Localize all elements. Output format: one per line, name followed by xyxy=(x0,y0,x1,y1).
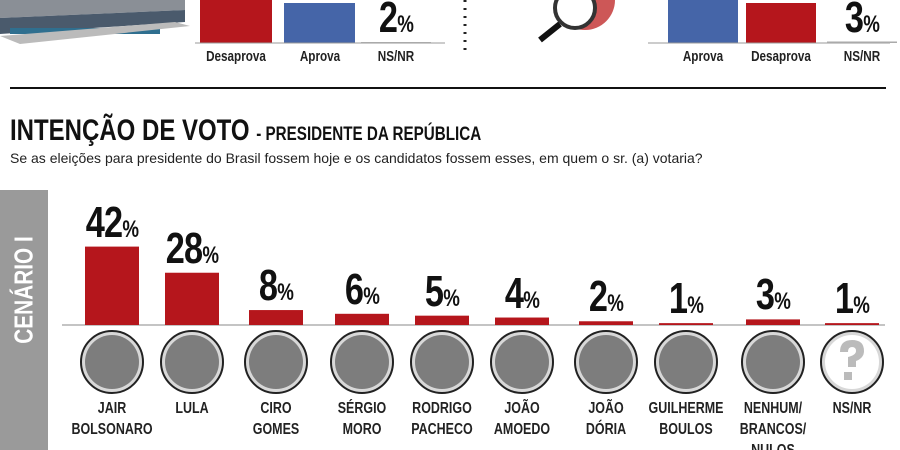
unit: % xyxy=(363,282,380,310)
value-label: 8% xyxy=(237,264,315,308)
avatar-photo xyxy=(415,335,469,389)
bar-decor xyxy=(746,3,816,43)
value: 2 xyxy=(588,272,608,322)
bar xyxy=(415,315,469,325)
category-label: SÉRGIO MORO xyxy=(337,400,387,438)
avatar-photo xyxy=(579,335,633,389)
value: 28 xyxy=(165,223,203,273)
avatar-photo xyxy=(249,335,303,389)
value-label: 6% xyxy=(323,264,401,314)
category-label: NS/NR xyxy=(832,400,872,417)
unit: % xyxy=(863,11,880,38)
congress-illustration xyxy=(0,0,190,44)
unit: % xyxy=(397,11,414,38)
scenario-label: CENÁRIO I xyxy=(8,236,39,344)
bar-decor xyxy=(284,3,355,43)
question-icon xyxy=(840,340,864,380)
value-label: 2% xyxy=(567,275,645,319)
unit: % xyxy=(122,215,139,243)
bar xyxy=(85,246,139,325)
value: 3 xyxy=(844,0,864,42)
category-label: JAIR BOLSONARO xyxy=(71,400,153,438)
ns-bar xyxy=(361,42,431,43)
bar xyxy=(335,313,389,325)
bar xyxy=(495,317,549,325)
value-label: 4% xyxy=(483,268,561,318)
avatar-photo xyxy=(165,335,219,389)
avatar-photo xyxy=(746,335,800,389)
avatar-photo xyxy=(85,335,139,389)
bar xyxy=(249,310,303,325)
value-label: 3% xyxy=(823,0,900,40)
category-label: Desaprova xyxy=(751,48,811,65)
question: Se as eleições para presidente do Brasil… xyxy=(10,150,703,166)
category-label: NS/NR xyxy=(377,48,415,65)
unit: % xyxy=(202,241,219,269)
value: 6 xyxy=(344,264,364,314)
value: 42 xyxy=(85,197,123,247)
category-label: RODRIGO PACHECO xyxy=(411,400,473,438)
category-label: Aprova xyxy=(299,48,341,65)
value-label: 42% xyxy=(73,197,151,247)
category-label: Desaprova xyxy=(206,48,266,65)
title-line: INTENÇÃO DE VOTO - PRESIDENTE DA REPÚBLI… xyxy=(10,114,481,148)
value: 2 xyxy=(378,0,398,42)
bar xyxy=(165,272,219,325)
category-label: JOÃO AMOEDO xyxy=(493,400,551,438)
value: 1 xyxy=(834,274,854,324)
value: 5 xyxy=(424,266,444,316)
unit: % xyxy=(607,290,624,318)
scenario-tab xyxy=(0,190,48,450)
value: 4 xyxy=(504,268,524,318)
unit: % xyxy=(443,284,460,312)
ns-bar xyxy=(827,41,897,43)
bar-decor xyxy=(668,0,738,43)
magnifier-icon xyxy=(538,0,615,43)
value-label: 3% xyxy=(734,273,812,317)
avatar-photo xyxy=(335,335,389,389)
chart-title: INTENÇÃO DE VOTO xyxy=(10,114,250,147)
avatar-photo xyxy=(659,335,713,389)
value: 8 xyxy=(258,261,278,311)
bar-decor xyxy=(200,0,272,43)
bar xyxy=(659,323,713,325)
category-label: LULA xyxy=(175,400,209,417)
avatar-photo xyxy=(495,335,549,389)
unit: % xyxy=(687,292,704,320)
value: 3 xyxy=(755,270,775,320)
unit: % xyxy=(523,286,540,314)
category-label: JOÃO DÓRIA xyxy=(585,400,627,438)
unit: % xyxy=(774,288,791,316)
unit: % xyxy=(277,279,294,307)
category-label: CIRO GOMES xyxy=(252,400,300,438)
value-label: 1% xyxy=(813,277,891,321)
value-label: 28% xyxy=(153,223,231,273)
category-label: NS/NR xyxy=(843,48,881,65)
unit: % xyxy=(853,292,870,320)
bar xyxy=(825,323,879,325)
value-label: 2% xyxy=(357,0,435,40)
value-label: 5% xyxy=(403,266,481,316)
value-label: 1% xyxy=(647,277,725,321)
category-label: GUILHERME BOULOS xyxy=(648,400,724,438)
bar xyxy=(746,319,800,325)
chart-subtitle: - PRESIDENTE DA REPÚBLICA xyxy=(256,124,482,145)
category-label: Aprova xyxy=(682,48,724,65)
bar xyxy=(579,321,633,325)
category-label: NENHUM/ BRANCOS/ NULOS xyxy=(739,400,807,450)
value: 1 xyxy=(668,274,688,324)
